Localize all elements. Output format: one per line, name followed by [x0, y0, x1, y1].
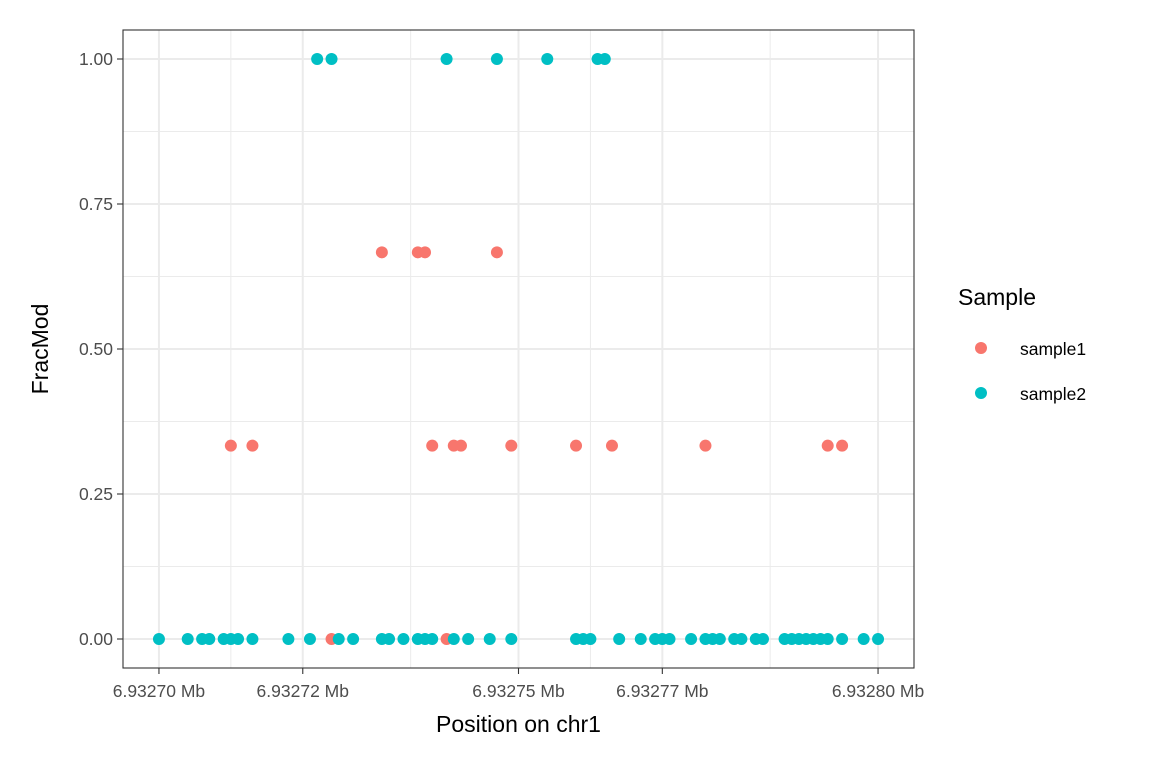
x-tick-label: 6.93272 Mb — [257, 681, 349, 701]
y-axis: 0.00 0.25 0.50 0.75 1.00 — [79, 49, 123, 649]
point-sample1 — [246, 439, 259, 452]
point-sample2 — [756, 633, 769, 645]
x-tick-label: 6.93280 Mb — [832, 681, 924, 701]
point-sample2 — [821, 633, 834, 645]
point-sample1 — [570, 439, 583, 452]
point-sample1 — [605, 439, 618, 452]
point-sample2 — [490, 53, 503, 65]
point-sample1 — [426, 439, 439, 452]
point-sample1 — [454, 439, 467, 452]
point-sample2 — [332, 633, 345, 645]
point-sample2 — [347, 633, 360, 645]
point-sample2 — [462, 633, 475, 645]
point-sample2 — [735, 633, 748, 645]
y-tick-label: 0.50 — [79, 339, 113, 359]
point-sample2 — [505, 633, 518, 645]
point-sample1 — [490, 246, 503, 259]
point-sample2 — [836, 633, 849, 645]
point-sample1 — [224, 439, 237, 452]
point-sample2 — [232, 633, 245, 645]
point-sample2 — [685, 633, 698, 645]
point-sample2 — [663, 633, 676, 645]
x-tick-label: 6.93270 Mb — [113, 681, 205, 701]
point-sample2 — [872, 633, 885, 645]
point-sample2 — [426, 633, 439, 645]
y-tick-label: 0.00 — [79, 629, 113, 649]
point-sample2 — [325, 53, 338, 65]
x-tick-label: 6.93275 Mb — [472, 681, 564, 701]
point-sample2 — [447, 633, 460, 645]
x-axis: 6.93270 Mb 6.93272 Mb 6.93275 Mb 6.93277 Mb… — [113, 668, 924, 701]
point-sample2 — [598, 53, 611, 65]
point-sample2 — [282, 633, 295, 645]
point-sample2 — [203, 633, 216, 645]
x-tick-label: 6.93277 Mb — [616, 681, 708, 701]
y-tick-label: 1.00 — [79, 49, 113, 69]
point-sample1 — [821, 439, 834, 452]
point-sample2 — [713, 633, 726, 645]
point-sample2 — [613, 633, 626, 645]
x-axis-title: Position on chr1 — [436, 711, 601, 737]
point-sample2 — [152, 633, 165, 645]
point-sample1 — [375, 246, 388, 259]
point-sample1 — [699, 439, 712, 452]
point-sample2 — [311, 53, 324, 65]
point-sample1 — [836, 439, 849, 452]
legend-key-sample2 — [975, 387, 987, 399]
point-sample2 — [857, 633, 870, 645]
legend-title: Sample — [958, 284, 1036, 310]
legend-label-sample2: sample2 — [1020, 384, 1086, 404]
legend-key-sample1 — [975, 342, 987, 354]
point-sample1 — [419, 246, 432, 259]
y-tick-label: 0.75 — [79, 194, 113, 214]
point-sample2 — [440, 53, 453, 65]
y-tick-label: 0.25 — [79, 484, 113, 504]
point-sample2 — [246, 633, 259, 645]
point-sample2 — [383, 633, 396, 645]
point-sample2 — [181, 633, 194, 645]
data-points — [152, 53, 885, 645]
point-sample2 — [397, 633, 410, 645]
point-sample2 — [303, 633, 316, 645]
point-sample2 — [483, 633, 496, 645]
legend-label-sample1: sample1 — [1020, 339, 1086, 359]
point-sample2 — [584, 633, 597, 645]
point-sample2 — [541, 53, 554, 65]
point-sample2 — [634, 633, 647, 645]
legend: Sample sample1 sample2 — [958, 284, 1086, 404]
y-axis-title: FracMod — [27, 304, 53, 395]
point-sample1 — [505, 439, 518, 452]
